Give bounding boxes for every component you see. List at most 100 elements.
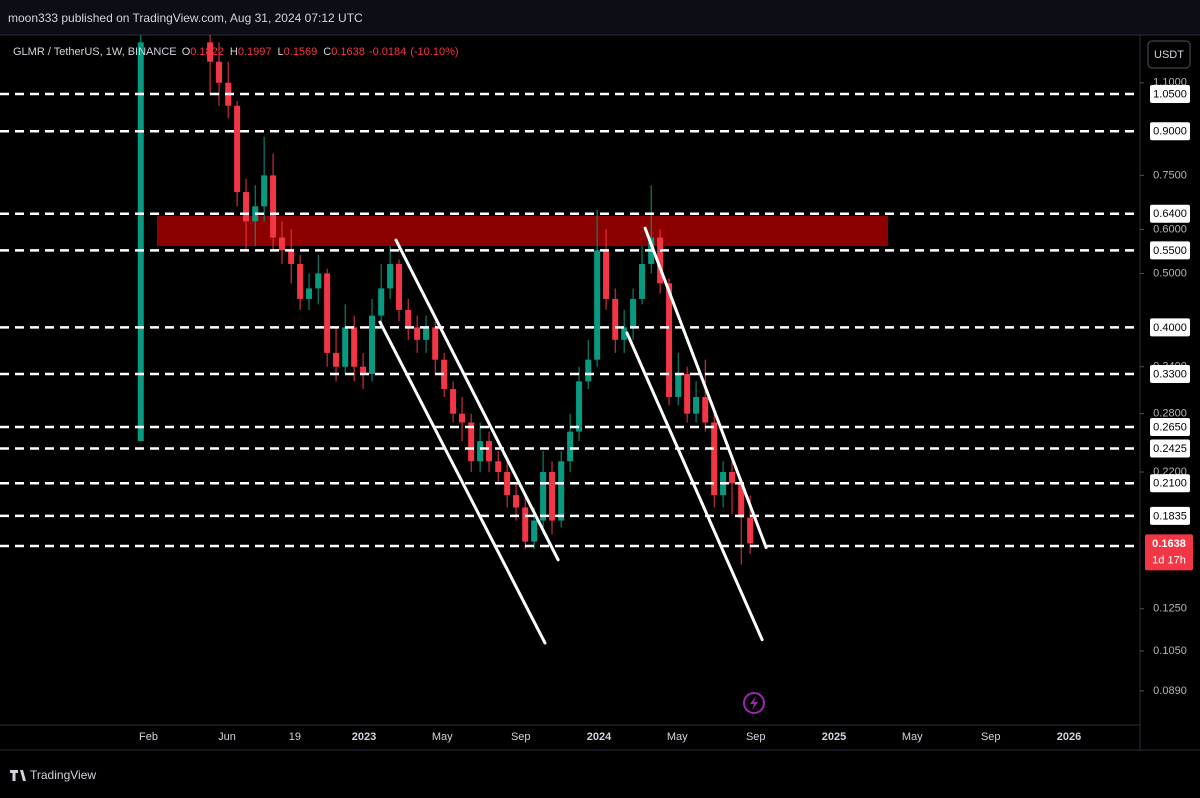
level-label: 0.5500 [1153, 245, 1187, 257]
candle-body [540, 472, 547, 521]
candle-body [369, 315, 376, 374]
currency-button[interactable] [1147, 40, 1191, 69]
x-tick-label: Sep [981, 731, 1001, 743]
price-label: 0.1638 [1152, 538, 1186, 550]
x-tick-label: 2026 [1057, 731, 1081, 743]
level-label: 0.1835 [1153, 510, 1187, 522]
channel-line [643, 226, 768, 550]
channel-line [625, 331, 764, 642]
y-tick-label: 0.7500 [1153, 169, 1187, 181]
currency[interactable]: USDT [1154, 49, 1184, 61]
x-tick-label: May [667, 731, 688, 743]
price-label-box [1145, 534, 1193, 571]
y-tick-label: 0.6000 [1153, 223, 1187, 235]
candle-body [684, 373, 691, 414]
candle-body [279, 237, 286, 251]
x-tick-label: Jun [218, 731, 236, 743]
ohlc-value: 0.1569 [283, 46, 318, 58]
candle-body [243, 192, 250, 222]
candle-body [531, 520, 538, 542]
level-label: 0.2100 [1153, 478, 1187, 490]
level-label: 0.2650 [1153, 421, 1187, 433]
brand: TradingView [30, 768, 96, 782]
candle-body [414, 327, 421, 340]
level-label: 0.3300 [1153, 368, 1187, 380]
level-label-box [1150, 122, 1190, 141]
candle-body [396, 263, 403, 310]
candle-body [450, 389, 457, 414]
candle-body [504, 472, 511, 496]
candle-body [513, 495, 520, 508]
y-tick-label: 0.0890 [1153, 685, 1187, 697]
publisher: moon333 published on TradingView.com, Au… [8, 11, 363, 25]
candle-body [522, 507, 529, 542]
candle-body [558, 461, 565, 521]
symbol: GLMR / TetherUS, 1W, BINANCE [13, 46, 177, 58]
candle-body [711, 422, 718, 496]
level-label: 0.6400 [1153, 208, 1187, 220]
candle-body [324, 273, 331, 353]
candle-body [333, 352, 340, 367]
alert-icon[interactable] [743, 692, 765, 714]
candle-body [567, 431, 574, 462]
candle-body [702, 396, 709, 423]
candle-body [576, 381, 583, 432]
candle-body [612, 298, 619, 340]
level-label-box [1150, 418, 1190, 437]
candle-body [387, 263, 394, 289]
candle-body [261, 175, 268, 207]
channel-line [394, 238, 560, 562]
candle-body [207, 42, 214, 62]
plot-area [0, 35, 1140, 645]
candle-body [621, 327, 628, 340]
candle-body [693, 396, 700, 414]
candle-body [216, 61, 223, 83]
ohlc-value: 0.1822 [190, 46, 224, 58]
level-label-box [1150, 204, 1190, 223]
candle-body [234, 105, 241, 193]
level-label-box [1150, 506, 1190, 525]
level-label-box [1150, 84, 1190, 103]
y-tick-label: 0.2800 [1153, 408, 1187, 420]
candle-body [477, 441, 484, 462]
level-label-box [1150, 241, 1190, 260]
candle-body [603, 250, 610, 299]
x-tick-label: Feb [139, 731, 158, 743]
ohlc-letter: L [277, 46, 284, 58]
candle-body [585, 359, 592, 382]
candle-body [738, 483, 745, 518]
candle-body [270, 175, 277, 238]
x-tick-label: May [902, 731, 923, 743]
candle-body [315, 273, 322, 289]
candle-body [657, 237, 664, 284]
ohlc-letter: O [181, 46, 191, 58]
level-label-box [1150, 439, 1190, 458]
candle-body [675, 373, 682, 397]
candle-body [306, 288, 313, 299]
level-label: 0.9000 [1153, 126, 1187, 138]
candle-body [666, 283, 673, 397]
candle-body [630, 298, 637, 328]
level-label: 1.0500 [1153, 88, 1187, 100]
candle-body [288, 250, 295, 264]
candle-body [468, 422, 475, 462]
candle-body [297, 263, 304, 299]
y-tick-label: 0.5000 [1153, 267, 1187, 279]
x-tick-label: Sep [511, 731, 531, 743]
candle-body [729, 472, 736, 484]
candle-body [423, 327, 430, 340]
x-tick-label: Sep [746, 731, 766, 743]
level-label: 0.2425 [1153, 443, 1187, 455]
countdown: 1d 17h [1152, 554, 1186, 566]
ohlc-letter: C [323, 46, 332, 58]
candle-body [747, 517, 754, 544]
ohlc-letter: H [229, 46, 238, 58]
x-tick-label: 2025 [822, 731, 846, 743]
logo [10, 770, 26, 781]
y-tick-label: 0.1250 [1153, 603, 1187, 615]
level-label-box [1150, 364, 1190, 383]
change-pct: (-10.10%) [410, 46, 459, 58]
resistance-zone [156, 216, 889, 247]
